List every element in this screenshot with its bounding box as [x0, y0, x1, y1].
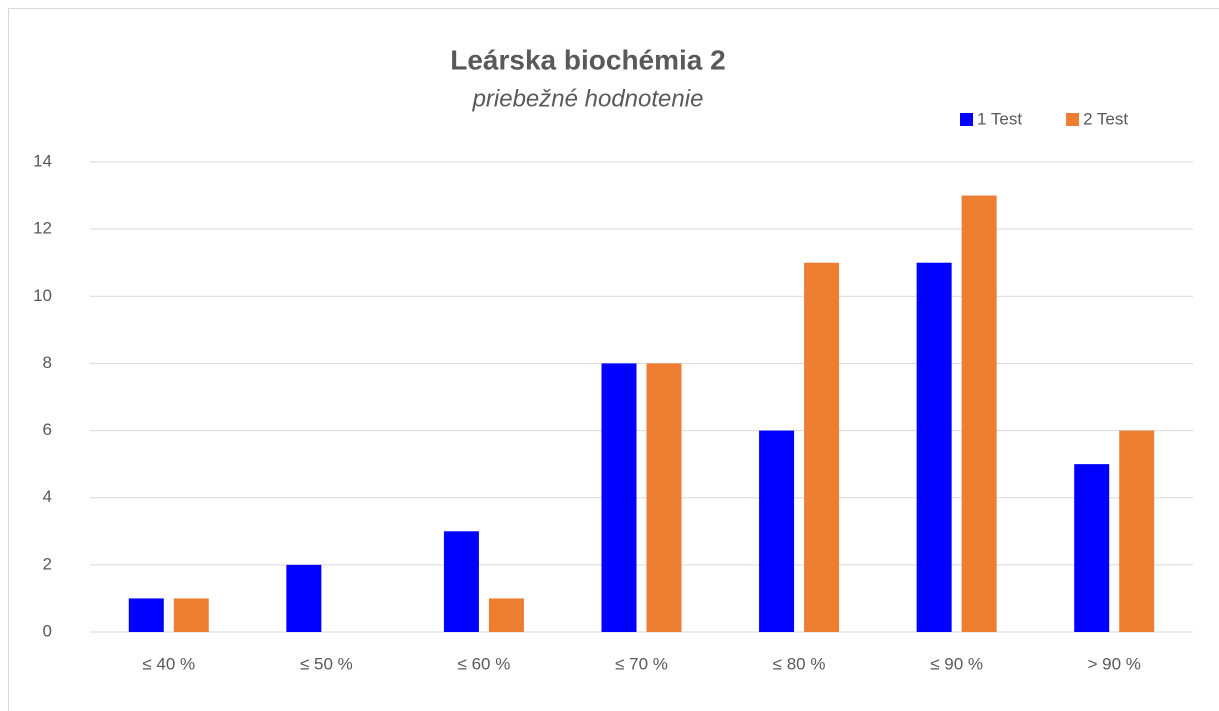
- bar: [488, 598, 524, 632]
- x-tick-label: ≤ 50 %: [300, 654, 353, 673]
- bar: [916, 262, 952, 632]
- legend-label: 2 Test: [1083, 109, 1128, 128]
- legend-swatch: [1066, 113, 1080, 126]
- x-tick-label: ≤ 60 %: [458, 654, 511, 673]
- y-tick-label: 14: [33, 151, 52, 170]
- y-tick-label: 10: [33, 286, 52, 305]
- bar: [286, 564, 322, 632]
- legend-swatch: [960, 113, 973, 126]
- x-tick-label: ≤ 90 %: [930, 654, 983, 673]
- chart-subtitle: priebežné hodnotenie: [472, 85, 704, 112]
- x-tick-label: ≤ 70 %: [615, 654, 668, 673]
- y-tick-label: 8: [43, 353, 52, 372]
- bar: [646, 363, 682, 632]
- bar: [443, 531, 479, 632]
- y-tick-label: 12: [33, 219, 52, 238]
- x-tick-label: ≤ 40 %: [142, 654, 195, 673]
- bar: [1074, 464, 1110, 632]
- chart-title: Leárska biochémia 2: [450, 44, 725, 75]
- y-tick-label: 0: [43, 621, 52, 640]
- y-tick-label: 4: [43, 487, 52, 506]
- bar: [1119, 430, 1155, 632]
- bar: [759, 430, 795, 632]
- x-tick-label: > 90 %: [1088, 654, 1141, 673]
- bar: [804, 262, 840, 632]
- x-tick-label: ≤ 80 %: [773, 654, 826, 673]
- bar: [601, 363, 637, 632]
- bar: [173, 598, 209, 632]
- y-tick-label: 6: [43, 420, 52, 439]
- bar: [128, 598, 164, 632]
- y-tick-label: 2: [43, 554, 52, 573]
- legend-label: 1 Test: [977, 109, 1022, 128]
- bar: [961, 195, 997, 633]
